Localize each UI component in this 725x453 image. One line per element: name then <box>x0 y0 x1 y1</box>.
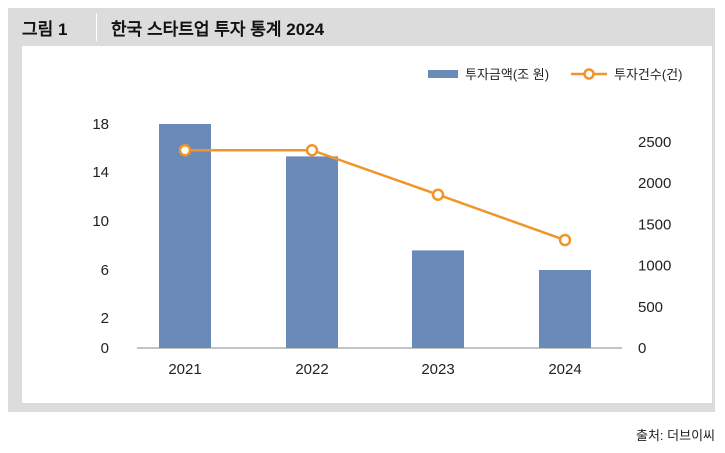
bar-2024 <box>539 270 591 348</box>
x-axis-tick: 2021 <box>168 361 201 378</box>
bar-2023 <box>412 250 464 348</box>
line-point-2024 <box>558 233 572 247</box>
legend-label-line: 투자건수(건) <box>614 67 682 82</box>
left-axis-tick: 14 <box>92 164 109 181</box>
left-axis-tick: 10 <box>92 213 109 230</box>
line-point-2023 <box>431 188 445 201</box>
right-axis-tick: 2500 <box>638 134 671 151</box>
legend-label-bar: 투자금액(조 원) <box>465 67 549 82</box>
bar-2022 <box>286 156 338 348</box>
bar-2021 <box>159 124 211 348</box>
figure-label: 그림 1 <box>22 19 68 39</box>
source-note: 출처: 더브이씨 <box>636 428 715 443</box>
right-axis-tick: 1500 <box>638 216 671 233</box>
line-point-2022 <box>305 143 319 157</box>
plot-panel: 0 2 6 10 14 18 0 500 1000 1500 2000 2500 2021 2022 202… <box>22 46 712 403</box>
figure-frame: 그림 1 한국 스타트업 투자 통계 2024 0 2 6 10 14 18 0 500 100… <box>8 8 715 412</box>
x-axis-tick: 2022 <box>295 361 328 378</box>
combo-chart: 0 2 6 10 14 18 0 500 1000 1500 2000 2500 2021 2022 202… <box>92 67 682 378</box>
right-axis-tick: 1000 <box>638 258 671 275</box>
left-axis-tick: 6 <box>101 262 109 279</box>
legend-swatch-bar <box>428 70 458 78</box>
line-series-deal-count <box>185 148 566 242</box>
right-axis-tick: 500 <box>638 299 663 316</box>
legend-swatch-marker <box>583 68 595 80</box>
right-axis-tick: 0 <box>638 340 646 357</box>
header-divider <box>96 13 97 41</box>
x-axis-tick: 2023 <box>421 361 454 378</box>
x-axis-tick: 2024 <box>548 361 581 378</box>
figure-title: 한국 스타트업 투자 통계 2024 <box>111 19 325 39</box>
left-axis-tick: 2 <box>101 310 109 327</box>
figure-header: 그림 1 한국 스타트업 투자 통계 2024 <box>8 8 715 46</box>
left-axis-tick: 0 <box>101 340 109 357</box>
line-point-2021 <box>178 143 192 157</box>
left-axis-tick: 18 <box>92 116 109 133</box>
right-axis-tick: 2000 <box>638 175 671 192</box>
